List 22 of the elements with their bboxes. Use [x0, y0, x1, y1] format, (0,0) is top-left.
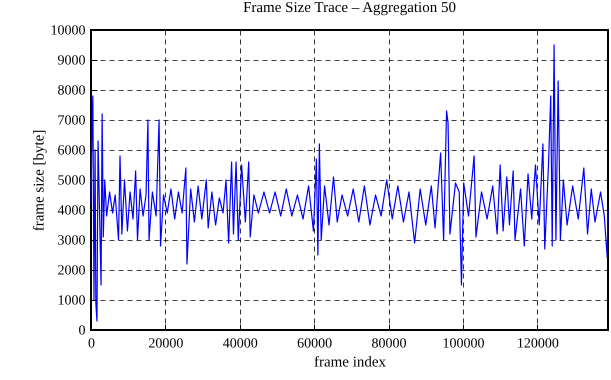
x-tick-label: 0 [88, 336, 95, 352]
y-tick-label: 3000 [58, 234, 86, 248]
line-series [90, 44, 609, 322]
x-tick-label: 60000 [297, 336, 332, 352]
y-tick-label: 2000 [58, 264, 86, 278]
x-axis-title: frame index [314, 354, 387, 370]
y-axis-title: frame size [byte] [32, 130, 48, 232]
x-tick-label: 20000 [148, 336, 184, 352]
y-tick-label: 10000 [50, 24, 86, 38]
y-tick-label: 6000 [58, 144, 86, 158]
y-tick-label: 4000 [58, 204, 86, 218]
y-tick-label: 5000 [58, 174, 86, 188]
x-tick-label: 100000 [442, 336, 484, 352]
y-tick-label: 9000 [58, 54, 86, 68]
x-tick-label: 40000 [222, 336, 258, 352]
y-tick-label: 8000 [58, 84, 86, 98]
y-tick-label: 1000 [58, 294, 86, 308]
y-tick-label: 0 [78, 324, 86, 338]
chart-title: Frame Size Trace – Aggregation 50 [243, 0, 456, 16]
x-tick-label: 120000 [516, 336, 559, 352]
x-tick-label: 80000 [372, 336, 407, 352]
y-tick-label: 7000 [58, 114, 86, 128]
